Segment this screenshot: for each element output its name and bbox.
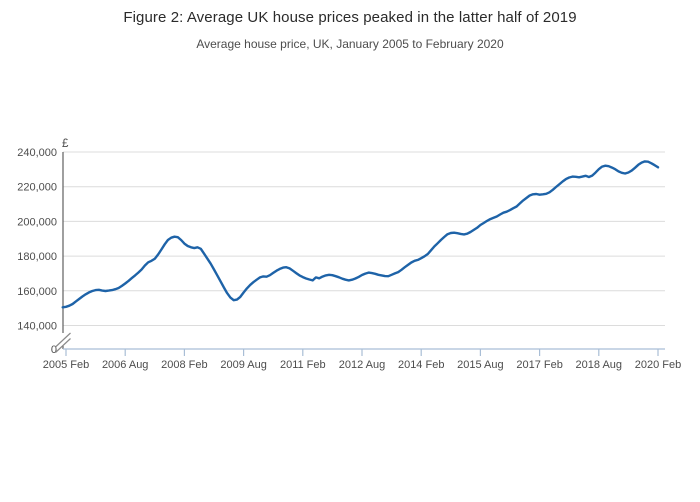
y-tick-label: 240,000 <box>17 147 57 159</box>
y-tick-label: 140,000 <box>17 321 57 333</box>
figure-title: Figure 2: Average UK house prices peaked… <box>123 9 577 26</box>
x-tick-label: 2017 Feb <box>516 359 562 371</box>
figure-subtitle: Average house price, UK, January 2005 to… <box>196 37 504 51</box>
x-tick-label: 2009 Aug <box>220 359 267 371</box>
y-tick-label: 180,000 <box>17 251 57 263</box>
axis-break-mark <box>55 332 71 348</box>
axis-break-mark <box>55 338 71 353</box>
x-tick-label: 2006 Aug <box>102 359 149 371</box>
y-tick-label: 220,000 <box>17 182 57 194</box>
x-tick-label: 2018 Aug <box>576 359 623 371</box>
average-price-line <box>61 160 660 309</box>
x-tick-label: 2005 Feb <box>43 359 89 371</box>
y-axis-unit-label: £ <box>62 138 69 150</box>
x-tick-label: 2008 Feb <box>161 359 207 371</box>
x-tick-label: 2011 Feb <box>280 359 326 371</box>
x-tick-label: 2015 Aug <box>457 359 504 371</box>
y-zero-label: 0 <box>51 344 57 356</box>
x-tick-label: 2012 Aug <box>339 359 386 371</box>
x-tick-label: 2020 Feb <box>635 359 681 371</box>
y-tick-label: 200,000 <box>17 216 57 228</box>
y-tick-label: 160,000 <box>17 286 57 298</box>
x-tick-label: 2014 Feb <box>398 359 444 371</box>
